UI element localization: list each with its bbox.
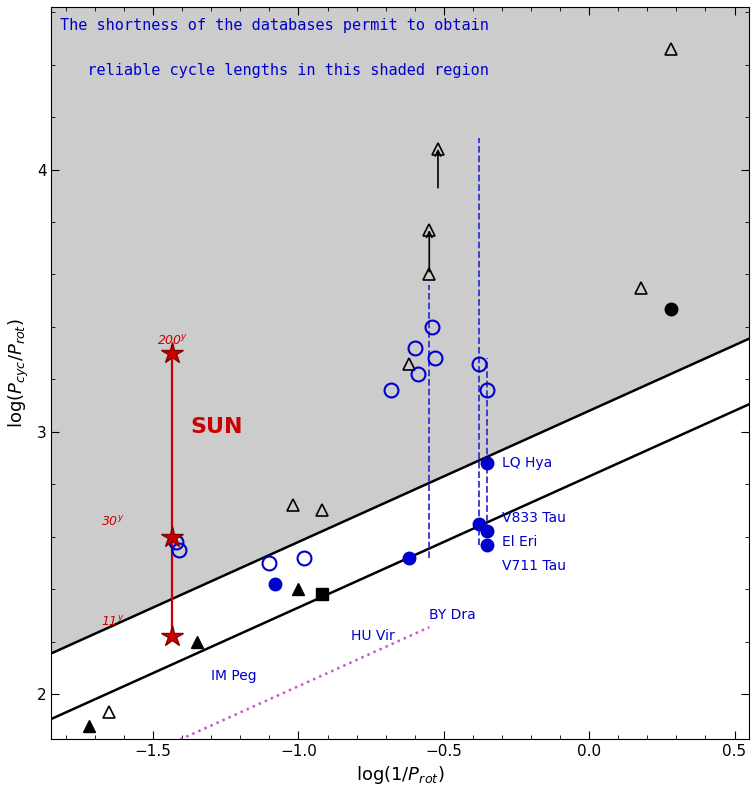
Polygon shape	[51, 7, 749, 653]
Text: V833 Tau: V833 Tau	[502, 511, 565, 525]
Text: BY Dra: BY Dra	[429, 608, 476, 623]
Text: LQ Hya: LQ Hya	[502, 456, 552, 470]
Text: The shortness of the databases permit to obtain: The shortness of the databases permit to…	[60, 18, 489, 33]
Text: HU Vir: HU Vir	[351, 630, 395, 643]
Text: V711 Tau: V711 Tau	[502, 558, 566, 573]
Text: reliable cycle lengths in this shaded region: reliable cycle lengths in this shaded re…	[60, 63, 489, 78]
Y-axis label: $\log(P_{cyc}/P_{rot})$: $\log(P_{cyc}/P_{rot})$	[7, 318, 31, 427]
Text: SUN: SUN	[191, 416, 243, 437]
Text: 30$^y$: 30$^y$	[101, 515, 124, 529]
Text: El Eri: El Eri	[502, 535, 538, 549]
Text: IM Peg: IM Peg	[211, 668, 257, 683]
Text: 11$^y$: 11$^y$	[101, 615, 124, 629]
Text: 200$^y$: 200$^y$	[156, 334, 188, 348]
X-axis label: $\log(1/P_{rot})$: $\log(1/P_{rot})$	[356, 764, 445, 786]
